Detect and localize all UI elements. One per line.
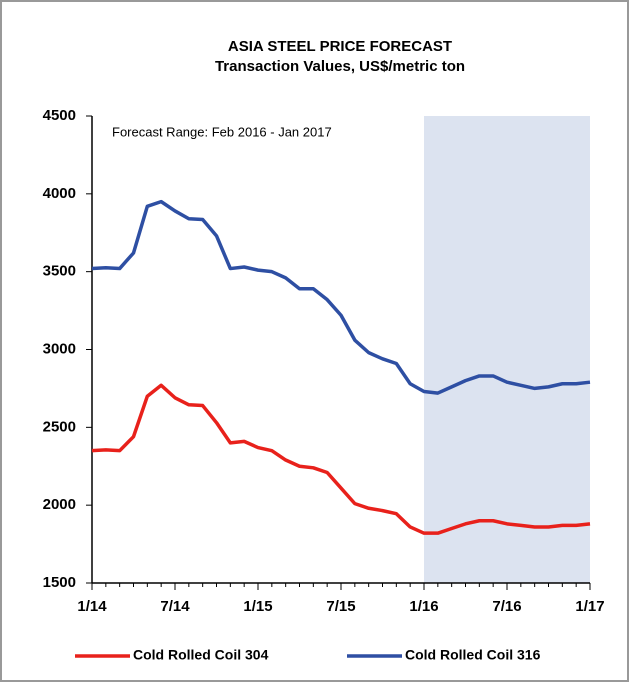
x-tick-label: 1/17 bbox=[575, 598, 604, 615]
legend-label: Cold Rolled Coil 304 bbox=[133, 647, 269, 663]
y-tick-label: 2000 bbox=[43, 496, 76, 513]
y-tick-label: 3000 bbox=[43, 340, 76, 357]
series-line bbox=[91, 383, 591, 535]
x-tick-label: 7/15 bbox=[326, 598, 355, 615]
y-tick-label: 4000 bbox=[43, 185, 76, 202]
x-tick-label: 7/16 bbox=[492, 598, 521, 615]
forecast-shade bbox=[424, 116, 590, 583]
series-line bbox=[91, 199, 591, 395]
shade-layer bbox=[424, 116, 590, 583]
chart-title: ASIA STEEL PRICE FORECAST bbox=[228, 38, 452, 55]
x-tick-label: 1/14 bbox=[77, 598, 107, 615]
y-tick-label: 1500 bbox=[43, 574, 76, 591]
x-tick-label: 1/15 bbox=[243, 598, 272, 615]
y-tick-label: 4500 bbox=[43, 107, 76, 124]
x-tick-label: 7/14 bbox=[160, 598, 190, 615]
y-tick-label: 2500 bbox=[43, 418, 76, 435]
x-tick-label: 1/16 bbox=[409, 598, 438, 615]
legend-label: Cold Rolled Coil 316 bbox=[405, 647, 541, 663]
y-tick-label: 3500 bbox=[43, 263, 76, 280]
chart-subtitle: Transaction Values, US$/metric ton bbox=[215, 58, 465, 75]
annotation: Forecast Range: Feb 2016 - Jan 2017 bbox=[112, 124, 332, 139]
